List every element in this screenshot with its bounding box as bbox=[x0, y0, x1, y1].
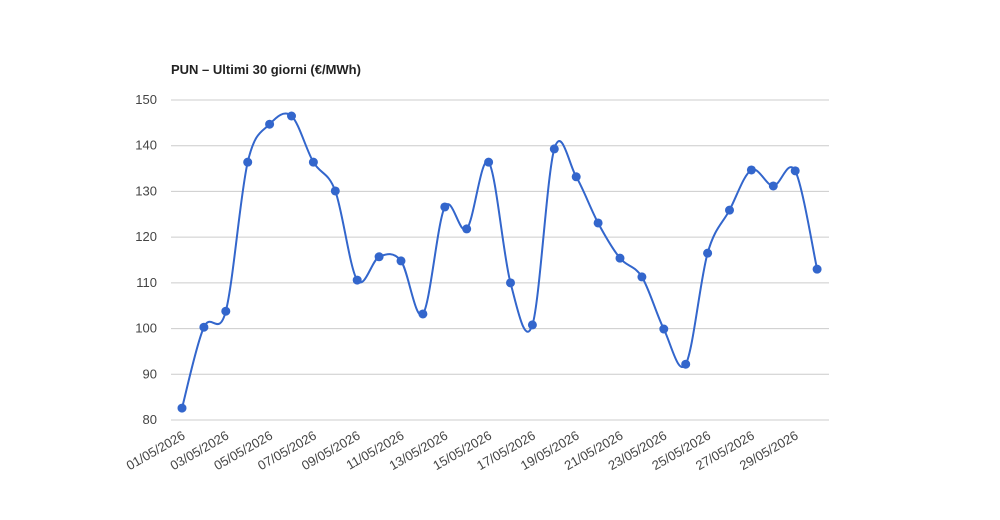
point bbox=[330, 186, 340, 196]
point bbox=[549, 144, 559, 154]
point bbox=[374, 252, 384, 262]
point bbox=[462, 224, 472, 234]
y-tick-label: 100 bbox=[135, 321, 157, 336]
chart-title: PUN – Ultimi 30 giorni (€/MWh) bbox=[171, 62, 361, 77]
y-tick-label: 140 bbox=[135, 138, 157, 153]
y-tick-label: 150 bbox=[135, 92, 157, 107]
point bbox=[506, 278, 515, 288]
point bbox=[746, 165, 756, 175]
point bbox=[440, 202, 450, 212]
point bbox=[681, 359, 691, 369]
point bbox=[484, 157, 494, 167]
point bbox=[199, 322, 209, 332]
y-tick-label: 110 bbox=[136, 275, 157, 290]
y-tick-label: 90 bbox=[143, 366, 157, 381]
point bbox=[352, 275, 362, 285]
point bbox=[812, 264, 822, 274]
point bbox=[725, 205, 734, 215]
point bbox=[659, 324, 669, 334]
y-tick-label: 80 bbox=[143, 412, 157, 427]
point bbox=[396, 256, 406, 266]
point bbox=[265, 119, 275, 129]
point bbox=[790, 166, 800, 176]
point bbox=[177, 403, 187, 413]
point bbox=[527, 320, 537, 330]
point bbox=[703, 248, 713, 258]
point bbox=[221, 306, 231, 316]
point bbox=[768, 181, 778, 191]
line bbox=[181, 112, 819, 409]
point bbox=[243, 157, 253, 167]
point bbox=[418, 309, 428, 319]
point bbox=[287, 111, 296, 121]
point bbox=[308, 157, 318, 167]
y-tick-label: 130 bbox=[135, 183, 157, 198]
point bbox=[637, 272, 647, 282]
point bbox=[615, 253, 625, 263]
y-tick-label: 120 bbox=[135, 229, 157, 244]
point bbox=[571, 172, 581, 182]
point bbox=[593, 218, 603, 228]
